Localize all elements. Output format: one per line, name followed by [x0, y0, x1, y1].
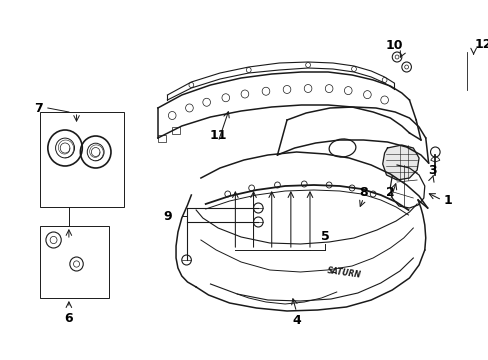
Text: 1: 1 [443, 194, 451, 207]
Text: 5: 5 [320, 230, 329, 243]
Text: 3: 3 [427, 163, 436, 176]
Text: 8: 8 [359, 185, 367, 198]
Text: 4: 4 [292, 314, 300, 327]
Text: SATURN: SATURN [326, 266, 361, 280]
Text: 12: 12 [473, 37, 488, 50]
Text: 10: 10 [385, 39, 402, 51]
Text: 7: 7 [34, 102, 42, 114]
Text: 6: 6 [64, 311, 73, 324]
Text: 9: 9 [163, 210, 171, 222]
Text: 2: 2 [385, 185, 394, 198]
Polygon shape [382, 145, 418, 180]
Text: 11: 11 [209, 129, 226, 141]
